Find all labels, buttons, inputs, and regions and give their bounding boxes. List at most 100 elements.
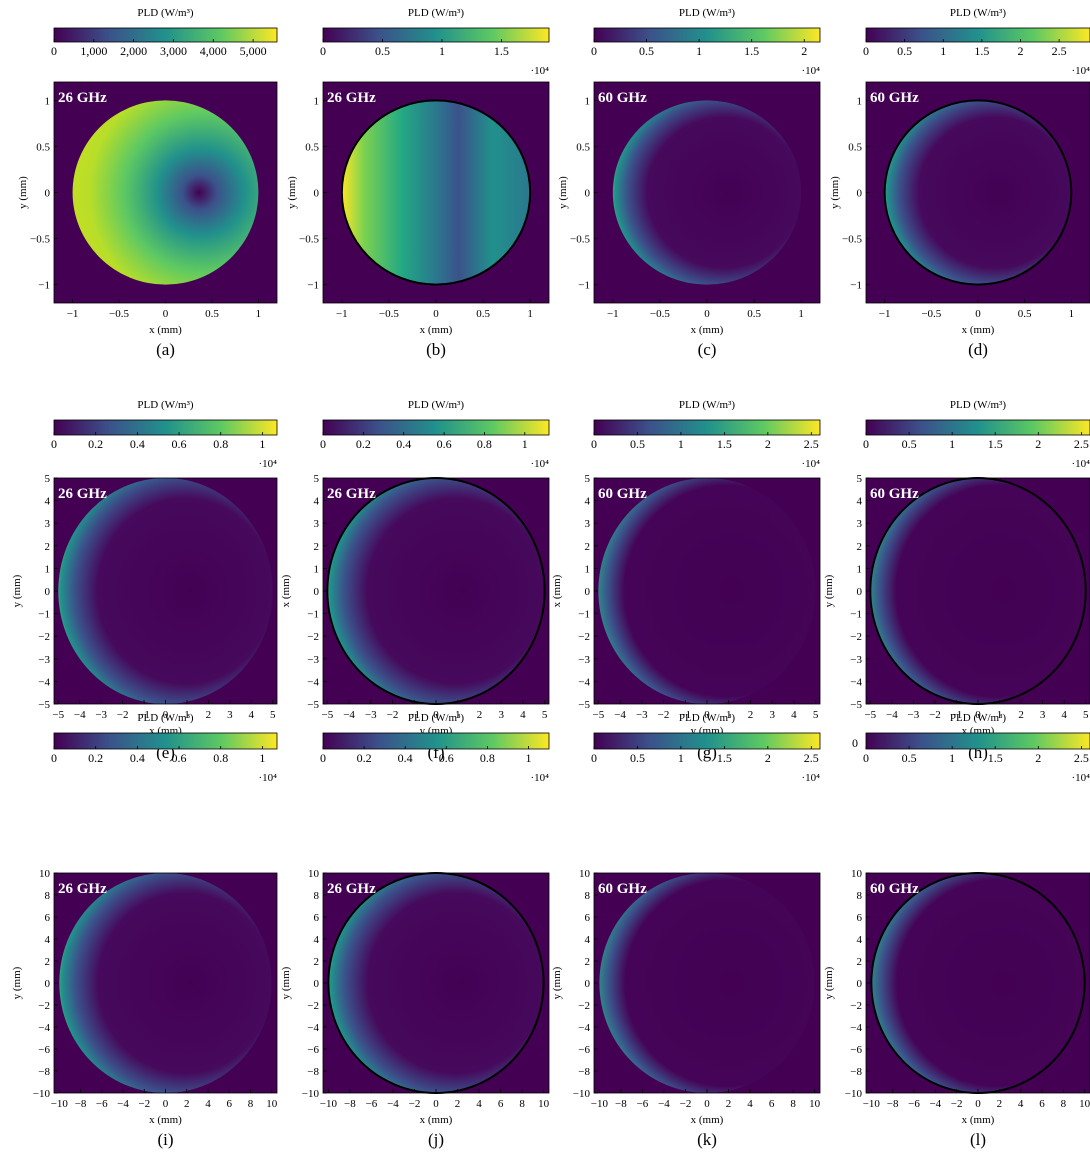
colorbar xyxy=(865,27,1090,43)
colorbar-title: PLD (W/m³) xyxy=(408,712,464,724)
colorbar-tick-label: 0 xyxy=(591,44,597,58)
colorbar-tick-label: 0.5 xyxy=(630,437,645,451)
colorbar-tick-label: 0.5 xyxy=(902,751,917,765)
y-tick-label: −2 xyxy=(38,1000,50,1012)
y-tick-label: 0 xyxy=(314,188,320,200)
colorbar-tick-label: 1 xyxy=(949,751,955,765)
y-tick-label: 2 xyxy=(857,956,863,968)
colorbar xyxy=(593,27,821,43)
y-axis-label: y (mm) xyxy=(286,176,298,209)
x-tick-label: −2 xyxy=(138,1098,150,1110)
y-tick-label: −4 xyxy=(578,1022,590,1034)
y-tick-label: −4 xyxy=(38,1022,50,1034)
field-disk xyxy=(612,100,802,285)
y-tick-label: 2 xyxy=(314,541,320,553)
y-tick-label: 4 xyxy=(585,934,591,946)
colorbar-extra-label: 0 xyxy=(852,736,858,750)
y-tick-label: −10 xyxy=(33,1088,51,1100)
y-tick-label: 2 xyxy=(314,956,320,968)
x-tick-label: 1 xyxy=(798,308,804,320)
y-tick-label: 1 xyxy=(45,563,51,575)
y-tick-label: −4 xyxy=(307,676,319,688)
colorbar-title: PLD (W/m³) xyxy=(137,7,193,19)
colorbar-tick-label: 1 xyxy=(522,437,528,451)
x-tick-label: 0 xyxy=(704,709,710,721)
colorbar-tick-label: 2,000 xyxy=(120,44,147,58)
y-tick-label: 8 xyxy=(45,890,51,902)
y-tick-label: −5 xyxy=(578,699,590,711)
colorbar-multiplier: ·10⁴ xyxy=(259,458,278,470)
frequency-label: 26 GHz xyxy=(327,90,376,106)
x-tick-label: 3 xyxy=(769,709,775,721)
x-tick-label: −5 xyxy=(592,709,604,721)
colorbar-tick-label: 1.5 xyxy=(988,437,1003,451)
colorbar-tick-label: 4,000 xyxy=(200,44,227,58)
frequency-label: 60 GHz xyxy=(598,90,647,106)
x-tick-label: 0 xyxy=(975,1098,981,1110)
colorbar-multiplier: ·10⁴ xyxy=(531,772,550,784)
y-tick-label: 0.5 xyxy=(36,141,50,153)
x-tick-label: −4 xyxy=(387,1098,399,1110)
x-tick-label: 4 xyxy=(1018,1098,1024,1110)
y-tick-label: −0.5 xyxy=(570,234,590,246)
colorbar-tick-label: 0 xyxy=(51,751,57,765)
colorbar-tick-label: 2.5 xyxy=(804,751,819,765)
x-tick-label: −6 xyxy=(366,1098,378,1110)
colorbar-tick-label: 1.5 xyxy=(494,44,509,58)
y-tick-label: −10 xyxy=(573,1088,591,1100)
colorbar-title: PLD (W/m³) xyxy=(137,399,193,411)
y-tick-label: 8 xyxy=(857,890,863,902)
x-tick-label: 10 xyxy=(809,1098,821,1110)
y-tick-label: −10 xyxy=(302,1088,320,1100)
field-disk xyxy=(59,873,272,1093)
x-tick-label: 2 xyxy=(997,1098,1003,1110)
x-tick-label: 0 xyxy=(163,1098,169,1110)
y-tick-label: 6 xyxy=(314,912,320,924)
colorbar-title: PLD (W/m³) xyxy=(950,399,1006,411)
colorbar-tick-label: 2 xyxy=(1017,44,1023,58)
colorbar-tick-label: 1 xyxy=(940,44,946,58)
y-tick-label: −1 xyxy=(307,280,319,292)
x-tick-label: 1 xyxy=(184,709,190,721)
x-tick-label: −4 xyxy=(74,709,86,721)
y-tick-label: −0.5 xyxy=(299,234,319,246)
colorbar-tick-label: 0.4 xyxy=(396,437,411,451)
y-tick-label: −2 xyxy=(307,631,319,643)
x-tick-label: 5 xyxy=(270,709,276,721)
y-tick-label: 4 xyxy=(857,496,863,508)
colorbar-title: PLD (W/m³) xyxy=(408,399,464,411)
y-tick-label: 10 xyxy=(851,868,863,880)
x-tick-label: −4 xyxy=(658,1098,670,1110)
colorbar-multiplier: ·10⁴ xyxy=(1072,65,1090,77)
colorbar-multiplier: ·10⁴ xyxy=(531,65,550,77)
y-tick-label: −3 xyxy=(307,654,319,666)
x-tick-label: 0 xyxy=(433,709,439,721)
x-tick-label: −10 xyxy=(591,1098,609,1110)
y-tick-label: 0 xyxy=(45,188,51,200)
colorbar-tick-label: 0.4 xyxy=(398,751,413,765)
y-tick-label: 4 xyxy=(45,496,51,508)
x-tick-label: −1 xyxy=(67,308,79,320)
x-tick-label: 0 xyxy=(433,1098,439,1110)
y-tick-label: −2 xyxy=(578,1000,590,1012)
frequency-label: 26 GHz xyxy=(58,881,107,897)
x-tick-label: −3 xyxy=(365,709,377,721)
field-disk xyxy=(72,100,259,285)
x-tick-label: −6 xyxy=(96,1098,108,1110)
frequency-label: 26 GHz xyxy=(58,486,107,502)
x-tick-label: 6 xyxy=(1039,1098,1045,1110)
x-tick-label: 2 xyxy=(184,1098,190,1110)
y-tick-label: −0.5 xyxy=(842,234,862,246)
colorbar-title: PLD (W/m³) xyxy=(950,7,1006,19)
field-disk xyxy=(598,478,816,704)
y-tick-label: −8 xyxy=(578,1066,590,1078)
y-tick-label: 0 xyxy=(314,586,320,598)
y-axis-label: y (mm) xyxy=(551,966,563,999)
colorbar-tick-label: 0.4 xyxy=(130,751,145,765)
x-tick-label: 4 xyxy=(205,1098,211,1110)
x-tick-label: 1 xyxy=(997,709,1003,721)
frequency-label: 60 GHz xyxy=(870,90,919,106)
